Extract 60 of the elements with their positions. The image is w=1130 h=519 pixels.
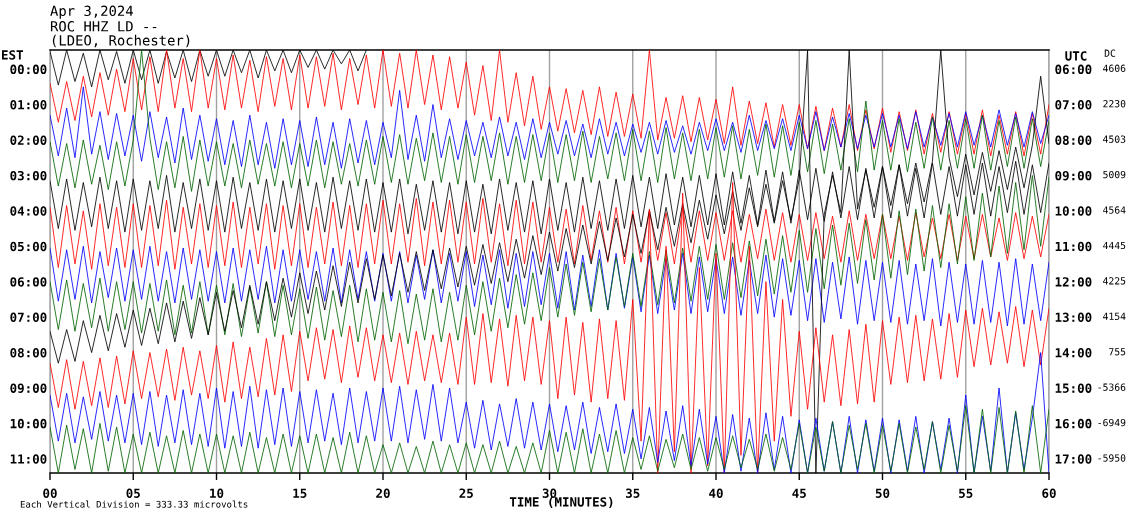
x-tick-label: 45 xyxy=(792,488,806,498)
text: 2230 xyxy=(1103,100,1126,108)
y2-tick-label: 07:00 xyxy=(1055,100,1092,110)
text: Each Vertical Division = 333.33 microvolts xyxy=(20,500,248,508)
text: -5950 xyxy=(1098,454,1126,462)
line-series xyxy=(50,245,1049,327)
line-series xyxy=(50,86,1049,169)
y2-tick-label: 08:00 xyxy=(1055,135,1092,145)
text: 4503 xyxy=(1103,135,1126,143)
x-tick-label: 25 xyxy=(459,488,473,498)
x-tick-label: 40 xyxy=(709,488,723,498)
y2-axis-title: UTC xyxy=(1065,51,1087,61)
text: 755 xyxy=(1109,348,1126,356)
x-tick-label: 15 xyxy=(293,488,307,498)
text: 4606 xyxy=(1103,64,1126,72)
text: -5366 xyxy=(1098,383,1126,391)
y2-tick-label: 14:00 xyxy=(1055,348,1092,358)
y-tick-label: 01:00 xyxy=(10,100,47,110)
y2-tick-label: 10:00 xyxy=(1055,206,1092,216)
y2-tick-label: 13:00 xyxy=(1055,312,1092,323)
y-tick-label: 11:00 xyxy=(10,454,47,464)
y2-tick-label: 15:00 xyxy=(1055,383,1092,393)
text: 4564 xyxy=(1103,206,1126,214)
chart-title: Apr 3,2024 xyxy=(50,5,133,19)
x-tick-label: 35 xyxy=(625,488,640,498)
line-series xyxy=(50,174,1049,345)
y-tick-label: 07:00 xyxy=(10,312,47,323)
x-tick-label: 50 xyxy=(875,488,890,498)
text: 4225 xyxy=(1103,277,1126,285)
x-tick-label: 10 xyxy=(210,488,224,498)
y2-tick-label: 17:00 xyxy=(1055,454,1092,464)
text: 5009 xyxy=(1103,170,1126,179)
y-tick-label: 10:00 xyxy=(10,418,47,429)
y2-tick-label: 11:00 xyxy=(1055,241,1092,252)
y-tick-label: 09:00 xyxy=(10,383,47,393)
y2-tick-label: 16:00 xyxy=(1055,418,1092,429)
y-tick-label: 08:00 xyxy=(10,348,47,358)
y-axis-title: EST xyxy=(2,50,24,60)
text: 4445 xyxy=(1103,241,1126,250)
chart-subtitle: ROC HHZ LD -- (LDEO, Rochester) xyxy=(50,21,190,48)
x-tick-label: 05 xyxy=(126,488,140,498)
y2-tick-label: 12:00 xyxy=(1055,277,1092,287)
x-tick-label: 55 xyxy=(959,488,973,498)
x-tick-label: 00 xyxy=(43,488,57,498)
text: DC xyxy=(1104,49,1116,57)
text: 4154 xyxy=(1103,312,1126,320)
y-tick-label: 02:00 xyxy=(10,135,47,145)
line-series xyxy=(50,50,1049,192)
y2-tick-label: 09:00 xyxy=(1055,170,1092,181)
x-tick-label: 30 xyxy=(542,488,557,498)
y2-tick-label: 06:00 xyxy=(1055,64,1092,75)
y-tick-label: 00:00 xyxy=(10,64,47,75)
y-tick-label: 05:00 xyxy=(10,241,47,252)
y-tick-label: 04:00 xyxy=(10,206,47,216)
line-series xyxy=(50,50,1049,157)
text: -6949 xyxy=(1098,418,1126,427)
x-tick-label: 20 xyxy=(376,488,390,498)
x-tick-label: 60 xyxy=(1042,488,1056,498)
y-tick-label: 06:00 xyxy=(10,277,47,287)
y-tick-label: 03:00 xyxy=(10,170,47,181)
